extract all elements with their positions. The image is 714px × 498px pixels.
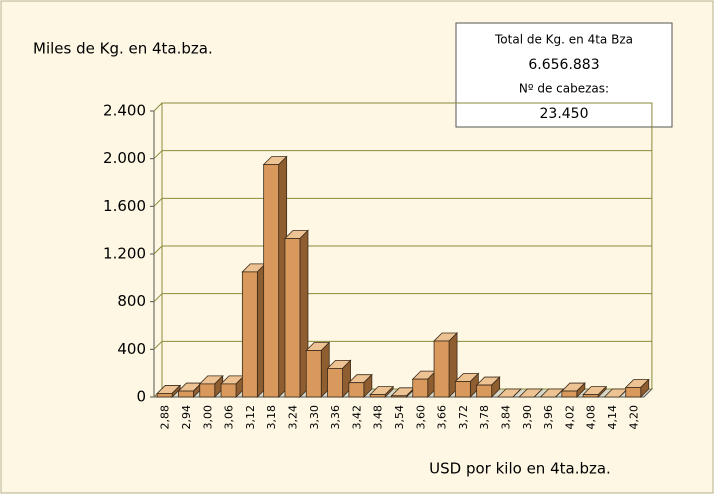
x-tick-label: 3,18: [265, 405, 278, 430]
bar-front: [284, 238, 301, 398]
bar: [177, 382, 203, 398]
x-tick-label: 3,84: [499, 405, 512, 430]
bar-front: [391, 395, 407, 398]
bar: [454, 372, 480, 398]
info-text: 6.656.883: [528, 57, 599, 73]
grid-line: [153, 197, 163, 207]
bar-front: [241, 271, 258, 398]
bar: [198, 374, 224, 398]
bar: [305, 341, 331, 398]
bar-front: [412, 378, 429, 398]
bar-front: [220, 383, 237, 398]
x-tick-label: 4,08: [585, 405, 598, 430]
bar: [326, 359, 352, 398]
info-text: 23.450: [540, 106, 589, 122]
x-tick-label: 3,96: [542, 405, 555, 430]
bar: [369, 385, 395, 398]
x-tick-label: 3,66: [436, 405, 449, 430]
bar-front: [178, 390, 194, 398]
grid-line: [153, 293, 163, 303]
bar-front: [582, 394, 599, 398]
x-tick-label: 3,00: [201, 405, 214, 430]
grid-line: [153, 340, 163, 350]
bar: [496, 388, 522, 398]
info-text: Total de Kg. en 4ta Bza: [494, 33, 633, 47]
grid-line: [153, 245, 163, 255]
y-tick-label: 2.400: [103, 102, 146, 120]
x-axis-label: USD por kilo en 4ta.bza.: [429, 460, 611, 478]
x-tick-label: 3,48: [372, 405, 385, 430]
bar: [433, 332, 459, 398]
x-tick-label: 3,42: [350, 405, 363, 430]
bar-front: [327, 367, 343, 398]
chart-title: Miles de Kg. en 4ta.bza.: [33, 40, 213, 58]
bar: [347, 373, 373, 398]
bar-front: [454, 381, 471, 398]
bar-front: [156, 393, 173, 398]
info-text: Nº de cabezas:: [519, 82, 609, 96]
y-tick-label: 1.200: [103, 245, 146, 263]
bar-front: [625, 387, 642, 398]
bar-front: [433, 340, 450, 398]
x-tick-label: 3,36: [329, 405, 342, 430]
x-tick-label: 3,60: [414, 405, 427, 430]
bar-side: [533, 388, 543, 398]
x-tick-label: 3,72: [457, 405, 470, 430]
x-tick-label: 4,14: [606, 405, 619, 430]
x-tick-label: 4,02: [563, 405, 576, 430]
info-box: [455, 22, 673, 128]
bar-front: [348, 382, 365, 398]
bar-front: [305, 350, 322, 398]
bar: [624, 378, 650, 398]
bar: [283, 229, 309, 398]
x-tick-label: 3,30: [308, 405, 321, 430]
bar-side: [512, 388, 522, 398]
x-tick-label: 4,20: [627, 405, 640, 430]
x-tick-label: 3,90: [521, 405, 534, 430]
x-tick-label: 3,54: [393, 405, 406, 430]
bar: [241, 262, 267, 398]
bar: [560, 382, 586, 398]
bar-front: [476, 384, 493, 398]
x-tick-label: 3,78: [478, 405, 491, 430]
bar-front: [561, 390, 578, 398]
bar: [262, 155, 288, 398]
y-tick-label: 400: [117, 340, 146, 358]
x-tick-label: 3,24: [286, 405, 299, 430]
y-tick-label: 2.000: [103, 149, 146, 167]
bar: [475, 376, 501, 398]
x-tick-label: 3,12: [244, 405, 257, 430]
grid-line: [153, 150, 163, 160]
bar-front: [369, 394, 386, 398]
bar: [582, 385, 608, 398]
y-tick-label: 800: [117, 292, 146, 310]
y-tick-label: 1.600: [103, 197, 146, 215]
bar-front: [263, 164, 280, 398]
x-tick-label: 3,06: [223, 405, 236, 430]
bar: [518, 388, 544, 398]
y-tick-label: 0: [136, 388, 146, 406]
x-tick-label: 2,88: [159, 405, 172, 430]
x-tick-label: 2,94: [180, 405, 193, 430]
grid-line: [153, 102, 163, 112]
bar-front: [199, 383, 216, 398]
